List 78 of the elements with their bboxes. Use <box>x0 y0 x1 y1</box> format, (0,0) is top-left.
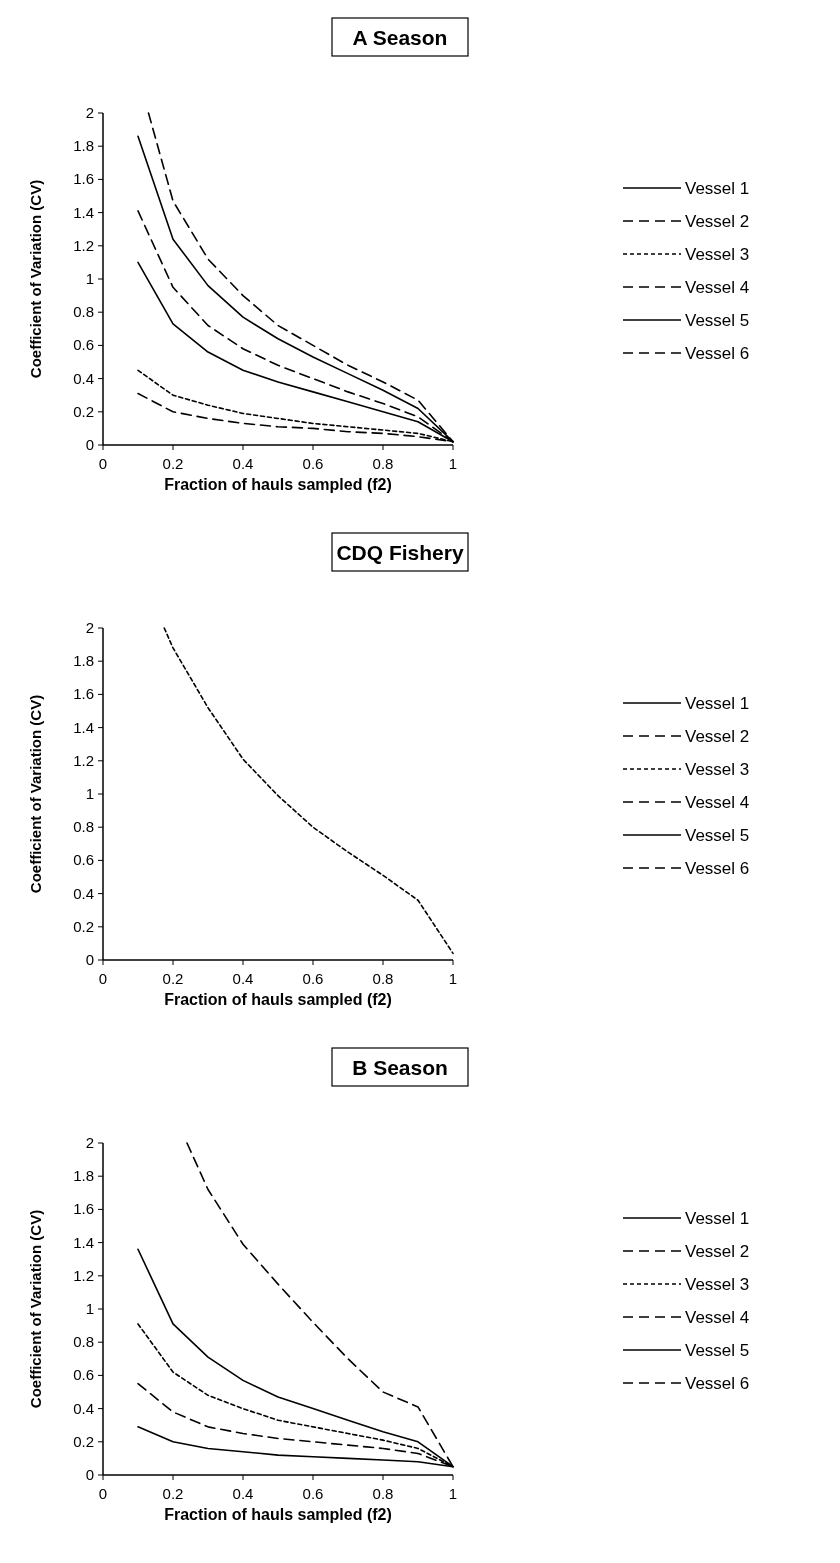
y-tick-label: 0 <box>85 951 94 968</box>
legend-label: Vessel 1 <box>685 694 750 713</box>
y-tick-label: 0.4 <box>73 369 94 387</box>
x-tick-label: 0.8 <box>372 455 394 472</box>
y-tick-label: 1.2 <box>73 1266 94 1284</box>
y-tick-label: 1 <box>85 270 94 287</box>
y-tick-label: 0.8 <box>73 818 94 836</box>
legend-label: Vessel 3 <box>685 760 750 779</box>
y-tick-label: 0 <box>85 436 94 453</box>
chart-title: CDQ Fishery <box>336 541 464 564</box>
legend-label: Vessel 4 <box>685 793 750 812</box>
y-tick-label: 0.2 <box>73 1432 94 1450</box>
y-tick-label: 0.2 <box>73 402 94 420</box>
y-axis-title: Coefficient of Variation (CV) <box>27 1209 44 1409</box>
y-tick-label: 0 <box>85 1466 94 1483</box>
y-tick-label: 1 <box>85 785 94 802</box>
y-tick-label: 2 <box>85 619 94 636</box>
y-axis-title: Coefficient of Variation (CV) <box>27 694 44 894</box>
y-tick-label: 0.2 <box>73 917 94 935</box>
legend-label: Vessel 5 <box>685 311 750 330</box>
legend-label: Vessel 1 <box>685 1209 750 1228</box>
y-tick-label: 1.4 <box>73 1233 94 1251</box>
legend-label: Vessel 5 <box>685 826 750 845</box>
x-tick-label: 1 <box>448 455 458 472</box>
y-tick-label: 1.8 <box>73 137 94 155</box>
y-tick-label: 1.2 <box>73 751 94 769</box>
x-tick-label: 0.8 <box>372 1485 394 1502</box>
y-tick-label: 2 <box>85 104 94 121</box>
legend-label: Vessel 2 <box>685 212 750 231</box>
x-tick-label: 0.6 <box>302 970 324 987</box>
legend-label: Vessel 1 <box>685 179 750 198</box>
legend-label: Vessel 6 <box>685 1374 750 1393</box>
legend-label: Vessel 6 <box>685 344 750 363</box>
x-tick-label: 0.6 <box>302 1485 324 1502</box>
y-tick-label: 1.4 <box>73 718 94 736</box>
legend-label: Vessel 2 <box>685 727 750 746</box>
x-tick-label: 1 <box>448 970 458 987</box>
y-tick-label: 0.4 <box>73 884 94 902</box>
x-axis-title: Fraction of hauls sampled (f2) <box>164 476 392 493</box>
legend-label: Vessel 6 <box>685 859 750 878</box>
x-tick-label: 0.2 <box>162 970 184 987</box>
chart-title: A Season <box>352 26 448 49</box>
y-tick-label: 1.8 <box>73 1167 94 1185</box>
legend-label: Vessel 4 <box>685 1308 750 1327</box>
x-tick-label: 1 <box>448 1485 458 1502</box>
x-tick-label: 0 <box>98 455 108 472</box>
x-tick-label: 0.6 <box>302 455 324 472</box>
legend-label: Vessel 3 <box>685 1275 750 1294</box>
legend-label: Vessel 4 <box>685 278 750 297</box>
y-tick-label: 0.6 <box>73 1366 94 1384</box>
y-tick-label: 0.8 <box>73 303 94 321</box>
x-tick-label: 0.2 <box>162 1485 184 1502</box>
y-axis-title: Coefficient of Variation (CV) <box>27 179 44 379</box>
x-tick-label: 0 <box>98 970 108 987</box>
y-tick-label: 1.4 <box>73 203 94 221</box>
y-tick-label: 1.6 <box>73 685 94 703</box>
y-tick-label: 1.6 <box>73 1200 94 1218</box>
y-tick-label: 1.2 <box>73 236 94 254</box>
x-axis-title: Fraction of hauls sampled (f2) <box>164 991 392 1008</box>
y-tick-label: 0.6 <box>73 851 94 869</box>
y-tick-label: 1.6 <box>73 170 94 188</box>
y-tick-label: 1.8 <box>73 652 94 670</box>
x-tick-label: 0 <box>98 1485 108 1502</box>
y-tick-label: 0.8 <box>73 1333 94 1351</box>
y-tick-label: 2 <box>85 1134 94 1151</box>
y-tick-label: 1 <box>85 1300 94 1317</box>
legend-label: Vessel 5 <box>685 1341 750 1360</box>
x-tick-label: 0.4 <box>232 1485 254 1502</box>
y-tick-label: 0.4 <box>73 1399 94 1417</box>
x-tick-label: 0.8 <box>372 970 394 987</box>
y-tick-label: 0.6 <box>73 336 94 354</box>
x-tick-label: 0.4 <box>232 455 254 472</box>
x-tick-label: 0.4 <box>232 970 254 987</box>
legend-label: Vessel 3 <box>685 245 750 264</box>
x-tick-label: 0.2 <box>162 455 184 472</box>
x-axis-title: Fraction of hauls sampled (f2) <box>164 1506 392 1523</box>
chart-title: B Season <box>352 1056 448 1079</box>
legend-label: Vessel 2 <box>685 1242 750 1261</box>
